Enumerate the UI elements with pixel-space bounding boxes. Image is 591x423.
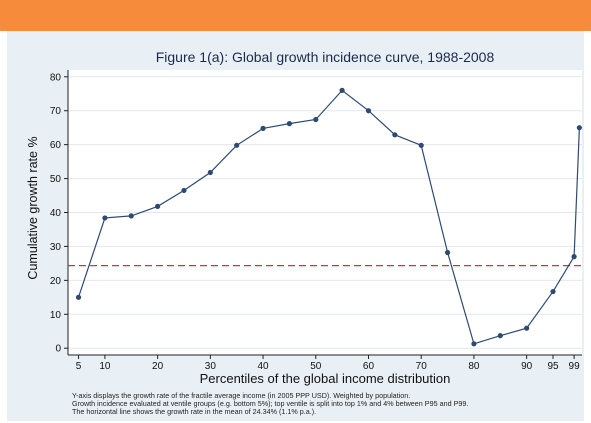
note-line-3: The horizontal line shows the growth rat… — [72, 407, 317, 416]
y-tick-label: 0 — [55, 344, 61, 355]
x-tick-label: 5 — [76, 361, 82, 372]
data-point — [444, 249, 451, 256]
header-bar — [0, 0, 591, 31]
y-tick-label: 30 — [50, 242, 62, 253]
x-tick-label: 70 — [416, 361, 428, 372]
y-tick-label: 10 — [50, 310, 62, 321]
note-line-2: Growth incidence evaluated at ventile gr… — [72, 399, 469, 408]
x-tick-label: 20 — [152, 361, 164, 372]
data-point — [181, 187, 187, 194]
data-point — [313, 116, 319, 123]
y-tick-label: 80 — [50, 72, 62, 83]
data-point — [571, 254, 577, 260]
data-point — [155, 203, 161, 209]
y-tick-label: 20 — [50, 276, 62, 287]
x-tick-label: 10 — [99, 361, 111, 372]
data-point — [576, 125, 582, 131]
data-point — [234, 142, 240, 148]
chart-title: Figure 1(a): Global growth incidence cur… — [156, 49, 495, 65]
data-point — [207, 169, 213, 176]
y-axis-label: Cumulative growth rate % — [26, 136, 40, 279]
data-point — [524, 325, 530, 331]
x-tick-label: 99 — [569, 361, 581, 372]
growth-curve — [75, 87, 582, 347]
data-point — [392, 132, 398, 138]
data-point — [418, 142, 424, 148]
x-tick-label: 90 — [521, 361, 533, 372]
gridlines — [68, 76, 582, 349]
chart-notes: Y-axis displays the growth rate of the f… — [72, 392, 582, 416]
note-line-1: Y-axis displays the growth rate of the f… — [72, 391, 411, 400]
axes: 0 10 20 30 40 50 60 70 80 5 10 20 30 40 50 60 70 80 90 95 99 — [50, 70, 582, 372]
x-tick-label: 95 — [547, 361, 559, 372]
x-tick-label: 30 — [205, 361, 217, 372]
data-point — [339, 87, 345, 93]
data-point — [497, 333, 503, 339]
x-tick-label: 50 — [310, 361, 322, 372]
data-point — [128, 213, 134, 219]
data-point — [260, 125, 266, 131]
y-tick-label: 70 — [50, 106, 62, 117]
data-point — [550, 288, 556, 295]
data-point — [102, 215, 108, 221]
data-point — [365, 108, 372, 114]
x-tick-label: 60 — [363, 361, 375, 372]
y-tick-label: 60 — [50, 140, 62, 151]
data-point — [75, 294, 82, 300]
data-point — [471, 341, 477, 347]
x-tick-label: 80 — [468, 361, 480, 372]
x-tick-label: 40 — [257, 361, 269, 372]
y-tick-label: 50 — [50, 174, 62, 185]
x-axis-label: Percentiles of the global income distrib… — [200, 371, 451, 386]
data-point — [286, 121, 293, 127]
y-tick-label: 40 — [50, 208, 62, 219]
